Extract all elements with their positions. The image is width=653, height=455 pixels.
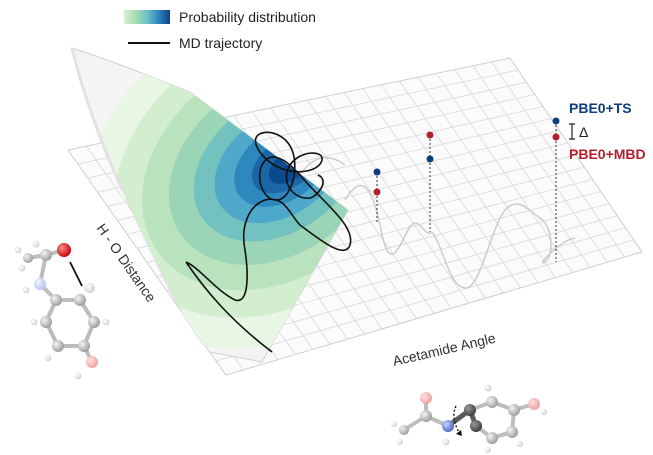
carbon-atom (50, 294, 62, 306)
carbon-atom (470, 420, 482, 432)
ts-marker-2 (426, 155, 434, 163)
hydrogen-atom (484, 384, 492, 392)
rotation-arrow (453, 405, 461, 435)
legend-trajectory-label: MD trajectory (179, 35, 262, 51)
md-trajectory (185, 131, 352, 353)
hydrogen-atom (18, 264, 26, 272)
hydrogen-atom (485, 447, 491, 453)
carbon-atom (486, 396, 498, 408)
ts-marker-1 (373, 168, 381, 176)
molecule-left (14, 240, 110, 380)
mbd-label: PBE0+MBD (569, 146, 646, 162)
oxygen-atom (420, 392, 432, 404)
hydrogen-atom (391, 421, 397, 427)
carbon-atom (40, 316, 52, 328)
hydrogen-atom (14, 246, 22, 254)
carbon-atom (399, 425, 409, 435)
probability-gradient-swatch (124, 10, 170, 24)
mbd-marker-2 (426, 131, 434, 139)
nitrogen-atom (442, 420, 454, 432)
hydrogen-atom (517, 441, 523, 447)
ts-label: PBE0+TS (569, 100, 632, 116)
oh-contact-line (69, 261, 83, 287)
carbon-atom (506, 426, 518, 438)
hydrogen-atom (85, 283, 95, 293)
carbon-atom (88, 316, 100, 328)
method-labels: PBE0+TS Δ PBE0+MBD (569, 100, 646, 162)
carbon-atom (52, 340, 64, 352)
grid-line (216, 239, 634, 362)
hydrogen-atom (44, 354, 52, 362)
delta-bracket (569, 123, 575, 140)
hydrogen-atom (102, 318, 110, 326)
surface-curl-edge (70, 47, 124, 191)
hydrogen-atom (30, 318, 38, 326)
carbon-atom (74, 294, 86, 306)
hydrogen-atom (397, 439, 403, 445)
hydrogen-atom (22, 286, 30, 294)
x-axis-label: Acetamide Angle (391, 330, 497, 369)
mbd-marker-3 (552, 133, 560, 141)
legend: Probability distribution MD trajectory (124, 9, 316, 51)
carbon-atom (420, 410, 432, 422)
hydrogen-atom (541, 409, 547, 415)
carbon-atom (23, 253, 33, 263)
molecule-bottom (391, 384, 547, 453)
delta-symbol: Δ (579, 124, 588, 140)
rotation-arrowhead (456, 430, 462, 436)
oxygen-atom (528, 398, 540, 410)
carbon-atom (486, 432, 498, 444)
method-markers (373, 117, 560, 262)
carbon-atom (40, 249, 52, 261)
ts-marker-3 (552, 117, 560, 125)
nitrogen-atom (34, 278, 46, 290)
legend-probability-label: Probability distribution (179, 9, 316, 25)
carbon-atom (78, 340, 90, 352)
hydrogen-atom (32, 240, 40, 248)
mbd-marker-1 (373, 188, 381, 196)
projection-curve-2 (431, 203, 576, 289)
carbon-atom (508, 404, 520, 416)
projection-curve-1 (344, 184, 433, 255)
hydrogen-atom (442, 438, 450, 446)
carbon-atom (464, 404, 476, 416)
oxygen-atom (57, 243, 71, 257)
hydrogen-atom (74, 372, 82, 380)
oxygen-atom (86, 356, 98, 368)
